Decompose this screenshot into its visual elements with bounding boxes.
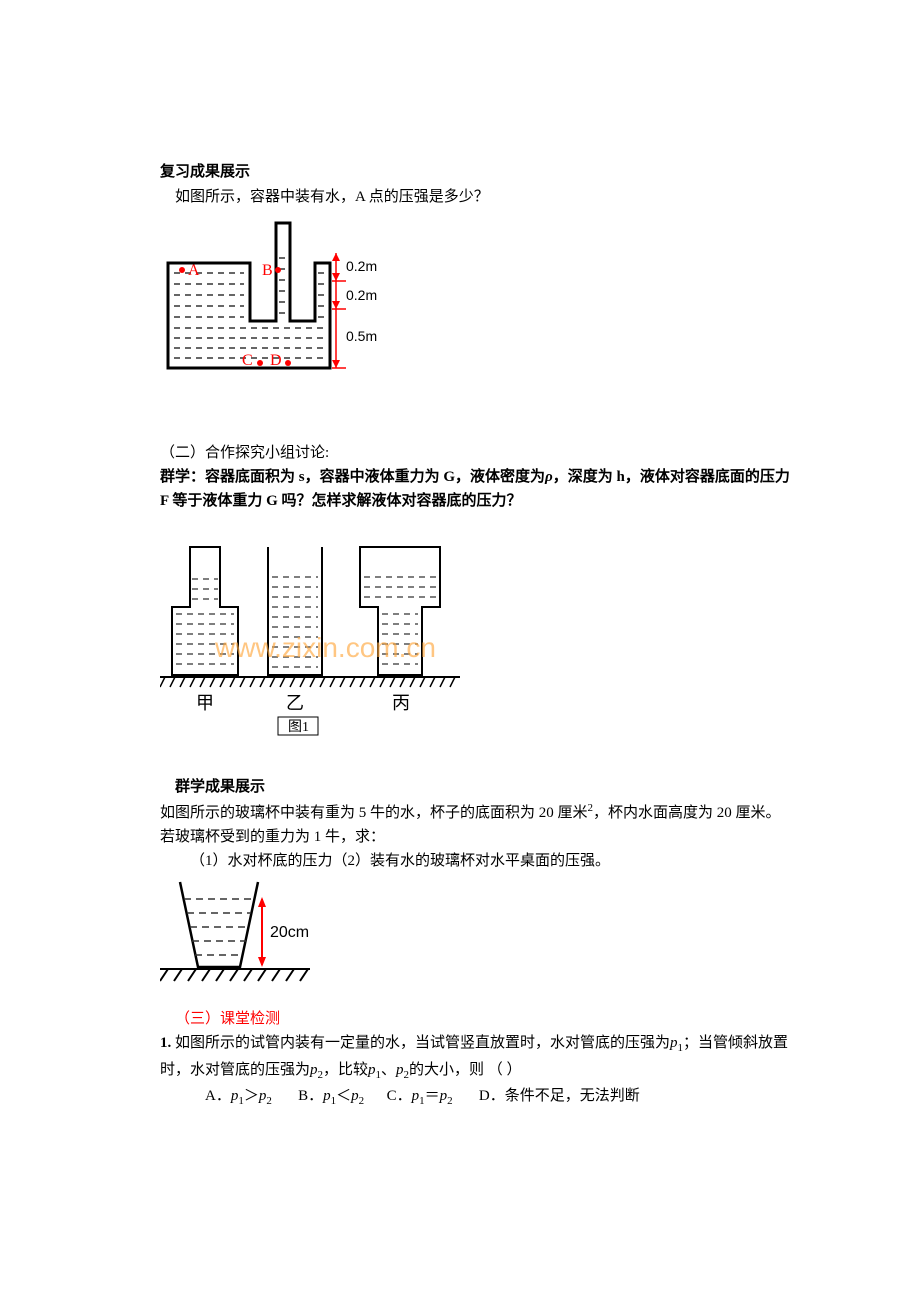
q1-b3: ，比较 <box>323 1062 368 1078</box>
section2-boldline: 群学：容器底面积为 s，容器中液体重力为 G，液体密度为 <box>160 469 545 485</box>
section1-title: 复习成果展示 <box>160 160 790 181</box>
svg-text:丙: 丙 <box>392 693 410 713</box>
section2-bold: 群学：容器底面积为 s，容器中液体重力为 G，液体密度为ρ，深度为 h，液体对容… <box>160 465 790 513</box>
watermark-text: www.zixin.com.cn <box>214 632 436 663</box>
section3-title: 群学成果展示 <box>160 775 790 796</box>
choice-A-pre: A． <box>205 1088 231 1104</box>
svg-text:甲: 甲 <box>196 693 214 713</box>
svg-text:20cm: 20cm <box>270 924 309 941</box>
svg-text:0.2m: 0.2m <box>346 258 377 274</box>
q1-p2b: p <box>396 1062 404 1078</box>
label-B: B <box>262 262 273 279</box>
section4-heading: （三）课堂检测 <box>160 1007 790 1031</box>
section1-figure: A B C D 0.2m 0.2m 0.5m <box>160 213 790 373</box>
rho-symbol: ρ <box>545 469 553 485</box>
label-D: D <box>270 352 282 369</box>
q1-b1: 如图所示的试管内装有一定量的水，当试管竖直放置时，水对管底的压强为 <box>175 1035 670 1051</box>
section3-body1: 如图所示的玻璃杯中装有重为 5 牛的水，杯子的底面积为 20 厘米 <box>160 805 588 821</box>
worksheet-page: 复习成果展示 如图所示，容器中装有水，A 点的压强是多少？ <box>0 0 920 1167</box>
svg-text:乙: 乙 <box>286 693 304 713</box>
section3-figure: 20cm <box>160 877 790 987</box>
choice-D-body: 条件不足，无法判断 <box>505 1088 640 1104</box>
section1-body: 如图所示，容器中装有水，A 点的压强是多少？ <box>160 185 790 209</box>
label-C: C <box>242 352 253 369</box>
q1-p2a: p <box>310 1062 318 1078</box>
section3-q1: （1）水对杯底的压力（2）装有水的玻璃杯对水平桌面的压强。 <box>160 849 790 873</box>
choice-D-pre: D． <box>479 1088 505 1104</box>
section3-body: 如图所示的玻璃杯中装有重为 5 牛的水，杯子的底面积为 20 厘米2，杯内水面高… <box>160 800 790 849</box>
q1-p1a: p <box>670 1035 678 1051</box>
choice-C-pre: C． <box>387 1088 412 1104</box>
section2-figure: 甲 乙 丙 图1 www.zixin.com.cn <box>160 517 790 737</box>
section4-q1: 1. 如图所示的试管内装有一定量的水，当试管竖直放置时，水对管底的压强为p1；当… <box>160 1031 790 1084</box>
choice-B-pre: B． <box>298 1088 323 1104</box>
q1-b5: 的大小，则 （ ） <box>409 1062 522 1078</box>
svg-text:0.2m: 0.2m <box>346 287 377 303</box>
label-A: A <box>188 262 200 279</box>
q1-choices: A．p1＞p2 B．p1＜p2 C．p1＝p2 D．条件不足，无法判断 <box>160 1084 790 1107</box>
q1-num: 1. <box>160 1035 175 1051</box>
q1-b4: 、 <box>381 1062 396 1078</box>
svg-text:图1: 图1 <box>288 720 309 735</box>
section2-heading: （二）合作探究小组讨论: <box>160 441 790 465</box>
svg-text:0.5m: 0.5m <box>346 328 377 344</box>
q1-p1b: p <box>368 1062 376 1078</box>
